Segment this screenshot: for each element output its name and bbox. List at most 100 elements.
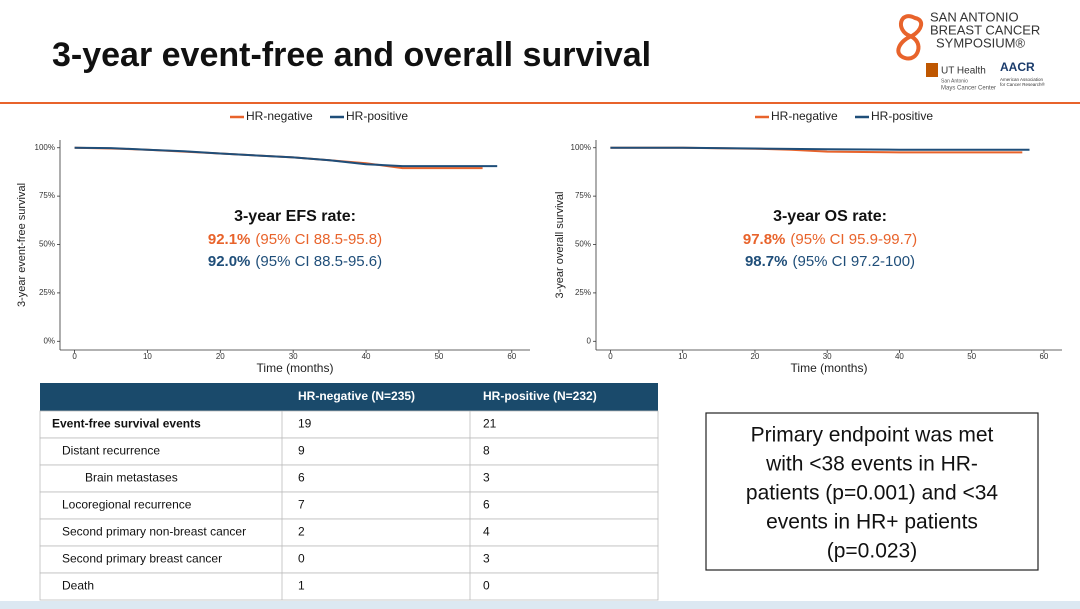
x-tick-label: 40 (362, 352, 371, 361)
y-tick-label: 0% (43, 336, 55, 345)
table-row (39, 518, 659, 547)
x-tick-label: 20 (750, 352, 759, 361)
x-tick-label: 0 (608, 352, 613, 361)
table-cell: Second primary non-breast cancer (62, 525, 246, 539)
y-tick-label: 50% (39, 240, 55, 249)
y-tick-label: 75% (575, 191, 591, 200)
table-cell: Death (62, 579, 94, 593)
y-tick-label: 0 (587, 336, 592, 345)
x-tick-label: 10 (678, 352, 687, 361)
annotation-value: 92.0% (208, 253, 251, 270)
logo-ut: UT Health (941, 66, 986, 77)
table-cell: Distant recurrence (62, 444, 160, 458)
logo-text: SYMPOSIUM® (936, 35, 1025, 50)
x-axis-label: Time (months) (257, 361, 334, 375)
x-tick-label: 50 (967, 352, 976, 361)
x-tick-label: 60 (507, 352, 516, 361)
legend-label: HR-negative (771, 109, 838, 123)
y-tick-label: 100% (35, 143, 55, 152)
footer-strip (0, 601, 1080, 609)
x-axis-label: Time (months) (791, 361, 868, 375)
table-cell: Second primary breast cancer (62, 552, 222, 566)
logo-ut: San Antonio (941, 78, 968, 84)
table-row (39, 437, 659, 466)
endpoint-box (705, 412, 1039, 571)
table-row (39, 491, 659, 520)
annotation-line: 92.1% (95% CI 88.5-95.8) (208, 231, 382, 248)
table-cell: 0 (298, 552, 305, 566)
annotation-ci: (95% CI 95.9-99.7) (790, 231, 917, 248)
y-tick-label: 25% (39, 288, 55, 297)
y-axis-label: 3-year overall survival (554, 192, 566, 299)
logo-ut: Mays Cancer Center (941, 86, 996, 92)
annotation-title: 3-year OS rate: (773, 208, 887, 225)
endpoint-text: events in HR+ patients (766, 511, 978, 534)
table-cell: 4 (483, 525, 490, 539)
logo-text: BREAST CANCER (930, 22, 1040, 37)
table-cell: Brain metastases (85, 471, 178, 485)
y-axis-label: 3-year event-free survival (16, 183, 28, 307)
table-cell: 3 (483, 471, 490, 485)
survival-curve (74, 146, 483, 170)
table-row (39, 545, 659, 574)
table-header: HR-positive (N=232) (483, 389, 597, 403)
legend-label: HR-positive (346, 109, 408, 123)
table-header-bg (40, 383, 658, 411)
table-cell: 8 (483, 444, 490, 458)
table-cell: 1 (298, 579, 305, 593)
table-cell: Event-free survival events (52, 417, 201, 431)
x-tick-label: 60 (1039, 352, 1048, 361)
table-cell: 2 (298, 525, 305, 539)
slide-title: 3-year event-free and overall survival (52, 36, 651, 74)
endpoint-text: with <38 events in HR- (765, 453, 978, 476)
annotation-line: 98.7% (95% CI 97.2-100) (745, 253, 915, 270)
y-tick-label: 100% (571, 143, 591, 152)
logo-shield (926, 63, 938, 77)
table-row (39, 410, 659, 439)
table-cell: 19 (298, 417, 312, 431)
table-cell: 0 (483, 579, 490, 593)
x-tick-label: 20 (216, 352, 225, 361)
table-cell: 3 (483, 552, 490, 566)
annotation-title: 3-year EFS rate: (234, 208, 356, 225)
annotation-ci: (95% CI 97.2-100) (792, 253, 915, 270)
endpoint-text: (p=0.023) (827, 540, 917, 563)
logo-text: SAN ANTONIO (930, 9, 1019, 24)
table-cell: 6 (483, 498, 490, 512)
table-cell: Locoregional recurrence (62, 498, 192, 512)
table-header: HR-negative (N=235) (298, 389, 415, 403)
x-tick-label: 30 (823, 352, 832, 361)
logo-aacr: AACR (1000, 60, 1035, 74)
table-row (39, 464, 659, 493)
table-cell: 9 (298, 444, 305, 458)
y-tick-label: 50% (575, 240, 591, 249)
table-row (39, 572, 659, 601)
annotation-value: 92.1% (208, 231, 251, 248)
annotation-ci: (95% CI 88.5-95.6) (255, 253, 382, 270)
legend-label: HR-positive (871, 109, 933, 123)
endpoint-text: Primary endpoint was met (751, 424, 994, 447)
survival-curve (74, 146, 498, 168)
logo-aacr-sub: American Association (1000, 77, 1044, 82)
y-tick-label: 75% (39, 191, 55, 200)
annotation-value: 98.7% (745, 253, 788, 270)
x-tick-label: 30 (289, 352, 298, 361)
header-rule (0, 102, 1080, 104)
y-tick-label: 25% (575, 288, 591, 297)
endpoint-text: patients (p=0.001) and <34 (746, 482, 999, 505)
table-cell: 7 (298, 498, 305, 512)
x-tick-label: 40 (895, 352, 904, 361)
table-cell: 21 (483, 417, 497, 431)
annotation-ci: (95% CI 88.5-95.8) (255, 231, 382, 248)
logo-aacr-sub: for Cancer Research® (1000, 81, 1046, 87)
x-tick-label: 10 (143, 352, 152, 361)
table-cell: 6 (298, 471, 305, 485)
annotation-value: 97.8% (743, 231, 786, 248)
legend-label: HR-negative (246, 109, 313, 123)
annotation-line: 92.0% (95% CI 88.5-95.6) (208, 253, 382, 270)
annotation-line: 97.8% (95% CI 95.9-99.7) (743, 231, 917, 248)
x-tick-label: 50 (434, 352, 443, 361)
x-tick-label: 0 (72, 352, 77, 361)
logo-ribbon (896, 14, 924, 61)
